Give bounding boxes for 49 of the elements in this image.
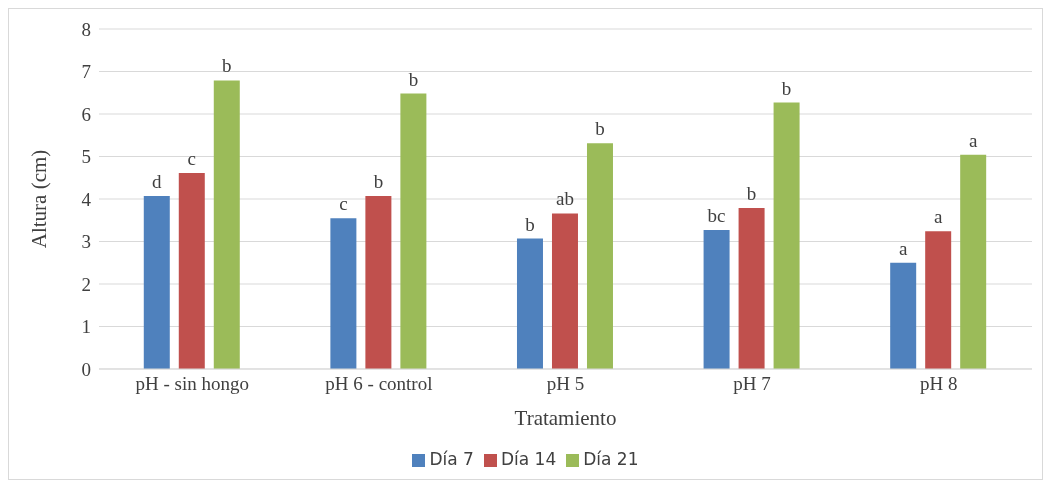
y-tick-label: 7 (81, 61, 91, 83)
y-tick-label: 4 (81, 188, 92, 210)
legend-label: Día 21 (583, 449, 639, 469)
y-tick-label: 5 (81, 146, 91, 168)
data-label: b (595, 118, 605, 140)
bar (925, 231, 952, 369)
data-label: b (408, 68, 419, 90)
legend-label: Día 7 (429, 449, 474, 469)
x-axis-title: Tratamiento (514, 406, 617, 430)
data-label: d (152, 171, 163, 193)
data-label: b (746, 182, 757, 204)
bar (178, 173, 205, 369)
y-tick-label: 8 (81, 18, 91, 40)
data-label: c (187, 148, 196, 170)
bar (586, 143, 613, 369)
y-tick-label: 2 (81, 273, 91, 295)
x-tick-label: pH 8 (919, 373, 958, 395)
data-label: c (339, 193, 348, 215)
bar (330, 218, 357, 369)
data-label: a (933, 206, 943, 228)
y-tick-label: 1 (81, 316, 91, 338)
bar (703, 230, 730, 369)
x-tick-label: pH 7 (733, 373, 771, 395)
data-label: b (525, 213, 535, 235)
data-label: a (898, 237, 908, 259)
y-tick-label: 3 (81, 231, 91, 253)
bar (551, 213, 578, 369)
bar (738, 207, 765, 369)
bar (143, 196, 170, 369)
data-label: a (968, 129, 978, 151)
bar (773, 102, 800, 369)
bar (516, 238, 543, 369)
data-label: b (222, 55, 232, 77)
data-label: b (373, 171, 384, 193)
bar (960, 154, 987, 369)
x-tick-label: pH 5 (546, 373, 585, 395)
y-tick-label: 0 (81, 358, 91, 380)
x-tick-label: pH 6 - control (325, 373, 433, 395)
bar (213, 80, 240, 369)
bar (400, 93, 427, 369)
bar (365, 196, 392, 369)
data-label: bc (707, 205, 726, 227)
legend-label: Día 14 (500, 449, 557, 469)
y-axis-title: Altura (cm) (27, 149, 52, 249)
bar (890, 262, 917, 369)
data-label: ab (556, 188, 574, 210)
x-tick-label: pH - sin hongo (135, 373, 250, 395)
y-tick-label: 6 (81, 103, 91, 125)
data-label: b (781, 77, 792, 99)
